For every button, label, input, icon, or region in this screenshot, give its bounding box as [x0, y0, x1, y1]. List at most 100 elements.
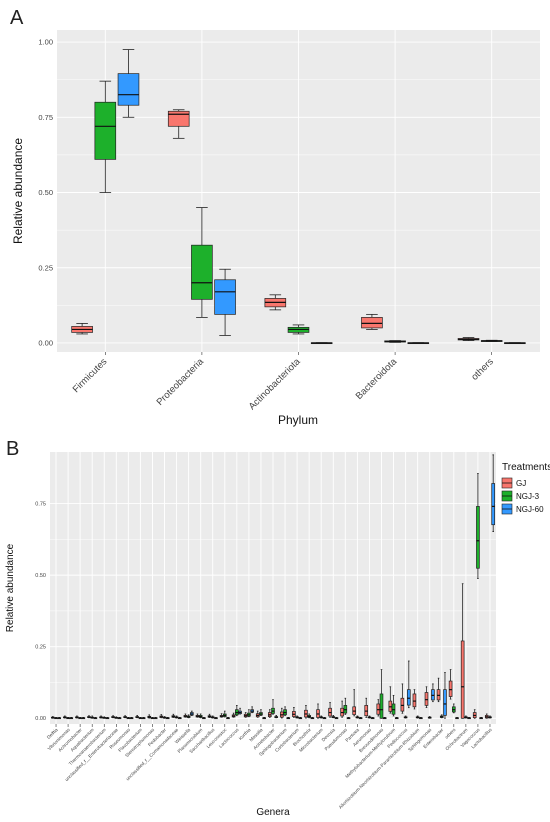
panel-b-box-ngj-60-leuconostoc: [226, 717, 230, 720]
panel-b-y-tick-label: 0.75: [35, 501, 46, 507]
panel-b-y-tick-label: 0.50: [35, 573, 46, 579]
panel-a-y-tick-label: 1.00: [38, 38, 53, 47]
panel-a-box-ngj-3-actinobacteriota: [287, 324, 310, 335]
panel-a-box-ngj-60-firmicutes: [117, 49, 140, 118]
panel-b-box-ngj-3-sphingomonas: [427, 716, 432, 719]
box-body: [167, 110, 190, 127]
panel-b-box-gj-brochothrix: [304, 704, 308, 719]
panel-b-box-ngj-60-pedobacter: [165, 717, 170, 720]
box-body: [94, 101, 117, 160]
panel-b-box-ngj-3-vagococcus: [476, 473, 480, 579]
panel-b-box-ngj-3-brochothrix: [307, 713, 311, 719]
panel-b-box-gj-unclassified-f-comamonadaceae: [171, 713, 176, 718]
panel-b-box-ngj-60-thermoanaerobacterium: [105, 717, 110, 720]
box-body: [361, 317, 383, 329]
legend-item-gj: GJ: [501, 477, 526, 489]
legend-item-ngj-3: NGJ-3: [501, 490, 540, 502]
panel-a-y-tick-label: 0.50: [38, 188, 53, 197]
panel-a-x-tick-label: Proteobacteria: [155, 356, 207, 408]
panel-b-box-gj-planomicrobium: [195, 713, 200, 718]
panel-b-box-gj-roseomonas: [123, 715, 127, 719]
panel-a-box-gj-actinobacteriota: [264, 294, 287, 311]
panel-b-box-ngj-60-brochothrix: [310, 717, 315, 720]
panel-b-box-gj-achromobacter: [75, 715, 79, 719]
panel-b-box-gj-brevundimonas: [376, 699, 381, 717]
panel-a-boxes: [71, 49, 526, 345]
box-body: [424, 692, 429, 706]
panel-a-box-ngj-3-others: [480, 339, 503, 342]
panel-b-box-ngj-60-brevundimonas: [382, 717, 387, 720]
panel-b-box-gj-aquabacterium: [87, 715, 91, 719]
panel-b-box-gj-thermoanaerobacterium: [99, 715, 103, 719]
panel-a-box-ngj-3-proteobacteria: [191, 207, 213, 318]
panel-a-x-tick-label: Actinobacteriota: [247, 356, 303, 412]
panel-a-box-ngj-3-bacteroidota: [384, 340, 406, 343]
panel-b-box-ngj-3-thermoanaerobacterium: [102, 716, 107, 719]
panel-b-box-ngj-60-massilia: [262, 717, 266, 720]
panel-b-box-ngj-60-delftia: [57, 717, 62, 720]
panel-a-y-ticks: 0.00 0.25 0.50 0.75 1.00: [38, 38, 53, 348]
panel-b-box-ngj-60-others: [455, 717, 459, 720]
panel-b-box-gj-microbacterium: [316, 703, 320, 719]
panel-b-box-ngj-3-aquabacterium: [90, 715, 94, 719]
panel-b-box-ngj-60-roseomonas: [129, 717, 134, 720]
panel-b-box-gj-ochrobactrum: [460, 583, 465, 719]
panel-b-box-ngj-60-saccharibacillus: [214, 717, 218, 720]
panel-b-box-ngj-60-aeromonas: [370, 717, 375, 720]
box-body: [214, 279, 236, 315]
box-body: [476, 506, 480, 569]
panel-b-box-ngj-60-pediococcus: [407, 660, 411, 709]
panel-b-box-ngj-3-vibrionimonas: [66, 717, 70, 720]
panel-b-x-ticks: DelftiaVibrionimonasAchromobacterAquabac…: [46, 724, 493, 810]
panel-b-box-ngj-60-acinetobacter: [274, 715, 279, 719]
panel-b-box-gj-pantoea: [352, 689, 356, 717]
panel-b-boxes: [51, 454, 495, 720]
panel-b-box-ngj-60-stenotrophomonas: [153, 717, 158, 720]
box-body: [448, 680, 453, 697]
panel-b-box-ngj-60-kurthia: [250, 706, 254, 714]
panel-b-box-ngj-60-vagococcus: [479, 717, 483, 720]
panel-b-letter: B: [6, 438, 19, 460]
panel-b-box-ngj-3-roseomonas: [126, 717, 131, 720]
legend-items: GJ NGJ-3 NGJ-60: [501, 477, 544, 515]
panel-b-box-gj-acinetobacter: [267, 709, 272, 718]
panel-b-y-axis-title: Relative abundance: [5, 543, 16, 632]
box-body: [379, 693, 384, 719]
panel-b-box-ngj-3-sphingobacterium: [283, 706, 287, 717]
panel-b-box-ngj-60-pseudomonas: [346, 717, 351, 720]
panel-b-box-ngj-60-pantoea: [358, 717, 363, 720]
panel-b-box-ngj-3-pediococcus: [403, 715, 408, 719]
legend-label: GJ: [516, 479, 526, 488]
panel-b-box-gj-pseudomonas: [340, 700, 344, 718]
box-body: [117, 73, 140, 106]
box-body: [191, 244, 213, 300]
panel-b-box-gj-pedobacter: [159, 714, 164, 719]
panel-b-box-ngj-60-devosia: [334, 717, 339, 720]
legend-label: NGJ-60: [516, 505, 544, 514]
panel-b-box-ngj-3-acinetobacter: [271, 699, 275, 715]
panel-b-box-gj-delftia: [51, 716, 55, 719]
panel-b-box-gj-pediococcus: [400, 683, 405, 714]
panel-b-box-ngj-60-achromobacter: [81, 717, 86, 720]
panel-b-box-ngj-3-achromobacter: [78, 717, 82, 720]
panel-a-letter: A: [10, 7, 24, 29]
panel-a-box-gj-others: [457, 337, 480, 341]
panel-b-box-gj-enterobacter: [436, 677, 441, 703]
panel-b-box-ngj-3-curtobacterium: [295, 715, 299, 719]
panel-b-box-ngj-3-flavobacterium: [138, 717, 143, 720]
panel-b-box-gj-aeromonas: [364, 697, 369, 718]
legend-label: NGJ-3: [516, 492, 540, 501]
panel-b-box-gj-vibrionimonas: [63, 715, 67, 719]
panel-b-box-gj-allorhizobium-neorhizobium-pararhizobium-rhizobium: [412, 689, 417, 710]
panel-b-box-ngj-3-methylobacterium-methylorubrum: [391, 694, 396, 717]
panel-b-box-ngj-3-pedobacter: [162, 716, 167, 719]
box-body: [460, 640, 465, 719]
panel-a-y-axis-title: Relative abundance: [11, 138, 25, 244]
panel-a-box-ngj-60-bacteroidota: [407, 342, 430, 345]
box-body: [400, 697, 405, 712]
panel-b-box-ngj-3-delftia: [54, 717, 58, 720]
panel-b-box-ngj-3-pseudomonas: [343, 697, 348, 715]
panel-a-x-axis-title: Phylum: [278, 413, 318, 427]
panel-a-y-tick-label: 0.25: [38, 263, 53, 272]
